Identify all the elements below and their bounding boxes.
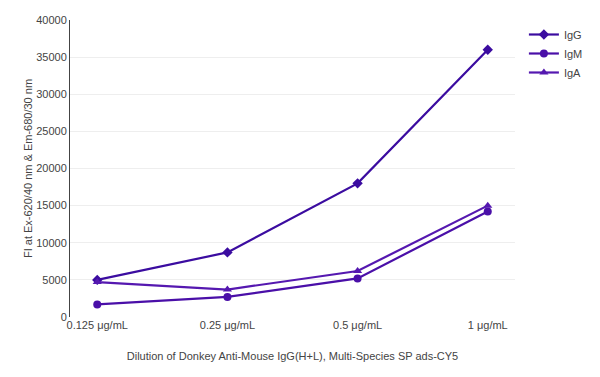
svg-text:IgG: IgG <box>564 29 582 41</box>
svg-text:IgM: IgM <box>564 48 582 60</box>
svg-text:35000: 35000 <box>36 51 67 63</box>
svg-text:0.5 μg/mL: 0.5 μg/mL <box>333 319 382 331</box>
svg-text:0.25 μg/mL: 0.25 μg/mL <box>200 319 255 331</box>
svg-text:IgA: IgA <box>564 67 581 79</box>
svg-text:30000: 30000 <box>36 88 67 100</box>
svg-text:20000: 20000 <box>36 162 67 174</box>
svg-text:0: 0 <box>61 311 67 323</box>
svg-text:1 μg/mL: 1 μg/mL <box>468 319 508 331</box>
svg-text:FI at Ex-620/40 nm & Em-680/30: FI at Ex-620/40 nm & Em-680/30 nm <box>22 79 34 258</box>
svg-text:Dilution of Donkey Anti-Mouse: Dilution of Donkey Anti-Mouse IgG(H+L), … <box>127 350 458 362</box>
svg-text:40000: 40000 <box>36 14 67 26</box>
svg-text:10000: 10000 <box>36 237 67 249</box>
svg-text:25000: 25000 <box>36 125 67 137</box>
svg-text:15000: 15000 <box>36 199 67 211</box>
svg-text:5000: 5000 <box>42 274 66 286</box>
svg-text:0.125 μg/mL: 0.125 μg/mL <box>67 319 128 331</box>
